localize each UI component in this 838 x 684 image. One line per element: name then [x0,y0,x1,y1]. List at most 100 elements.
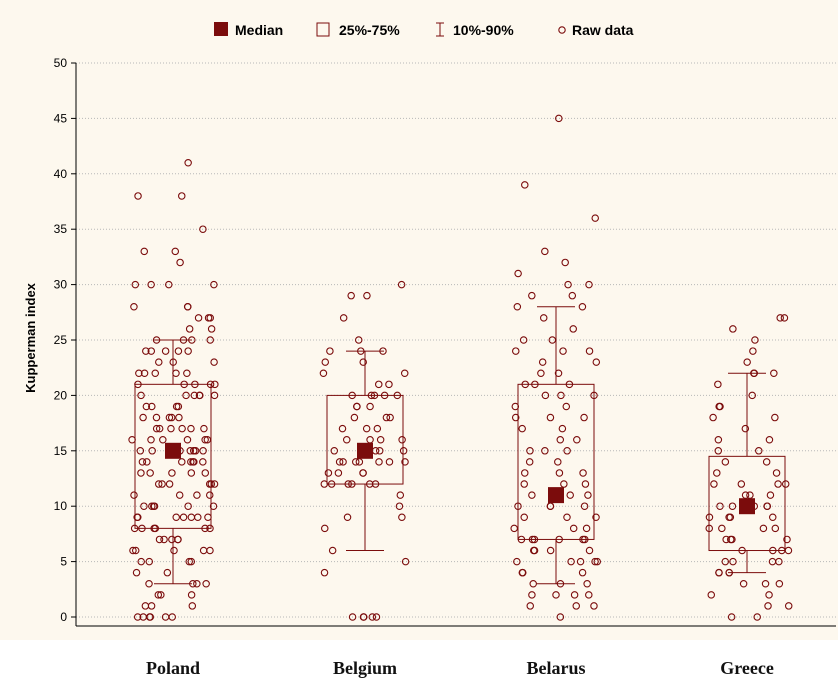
raw-point [729,325,737,333]
raw-point [398,435,406,444]
raw-point [132,568,141,577]
raw-point [210,391,219,400]
raw-point [139,613,148,621]
raw-point [573,435,581,444]
raw-point [184,158,192,167]
raw-point [204,513,212,522]
raw-point [344,480,352,488]
raw-point [569,325,577,333]
raw-point [526,602,534,610]
raw-point [518,424,526,433]
raw-point [152,336,161,344]
raw-point [199,225,207,233]
raw-point [375,380,383,389]
raw-point [749,347,757,355]
raw-point [348,480,356,488]
raw-point [131,280,140,289]
raw-point [210,358,218,366]
raw-point [578,303,587,311]
raw-point [154,480,163,488]
raw-point [579,469,587,477]
raw-point [342,435,351,444]
raw-point [199,546,208,555]
raw-point [363,291,371,300]
raw-point [784,546,793,555]
raw-point [761,580,770,588]
raw-point [759,524,768,533]
raw-point [190,458,198,466]
y-tick-label: 35 [54,222,68,236]
series-poland [128,158,219,621]
raw-point [561,258,569,267]
raw-point [585,546,594,555]
raw-point [753,613,761,621]
raw-point [165,413,174,422]
raw-point [581,535,589,544]
raw-point [146,613,155,621]
raw-point [206,336,214,344]
raw-point [359,469,367,477]
raw-point [145,557,154,566]
raw-point [510,524,518,533]
raw-point [710,480,718,488]
raw-point [398,513,406,522]
raw-point [353,402,361,411]
raw-point [130,524,139,533]
raw-point [206,524,214,533]
raw-point [178,458,186,466]
raw-point [174,347,183,355]
raw-point [583,580,591,588]
raw-point [373,424,382,433]
raw-point [186,447,195,455]
raw-point [771,413,779,422]
raw-point [556,435,565,444]
x-category-label: Poland [145,658,201,678]
raw-point [148,447,156,455]
raw-point [397,280,406,289]
raw-point [395,502,404,510]
x-category-label: Greece [720,658,774,678]
raw-point [585,347,594,355]
raw-point [582,524,591,533]
raw-point [201,524,209,533]
raw-point [187,424,195,433]
raw-point [137,469,145,477]
y-tick-label: 20 [54,388,68,402]
raw-point [530,546,539,555]
raw-point [327,480,336,488]
raw-point [580,413,588,422]
series-belgium [319,280,410,621]
raw-point [157,591,165,599]
raw-point [183,369,191,377]
raw-point [128,435,136,444]
raw-point [188,602,197,610]
raw-point [401,458,409,466]
raw-point [393,391,402,400]
raw-point [199,458,207,466]
raw-point [175,491,184,499]
raw-point [178,192,186,200]
raw-point [562,402,571,411]
raw-point [328,546,337,555]
raw-point [521,469,529,477]
raw-point [179,336,188,344]
raw-point [584,491,592,499]
raw-point [371,480,380,488]
raw-point [399,447,408,455]
raw-point [210,280,218,289]
raw-point [552,591,560,599]
raw-point [705,524,713,533]
raw-point [537,369,545,377]
raw-point [538,358,547,366]
raw-point [714,435,723,444]
raw-point [319,369,328,377]
legend-raw-swatch [558,26,566,34]
raw-point [771,524,780,533]
raw-point [772,469,781,477]
raw-point [179,513,188,522]
raw-point [521,380,529,389]
raw-point [726,513,735,522]
raw-point [339,458,347,466]
raw-point [138,524,146,533]
raw-point [134,380,142,389]
